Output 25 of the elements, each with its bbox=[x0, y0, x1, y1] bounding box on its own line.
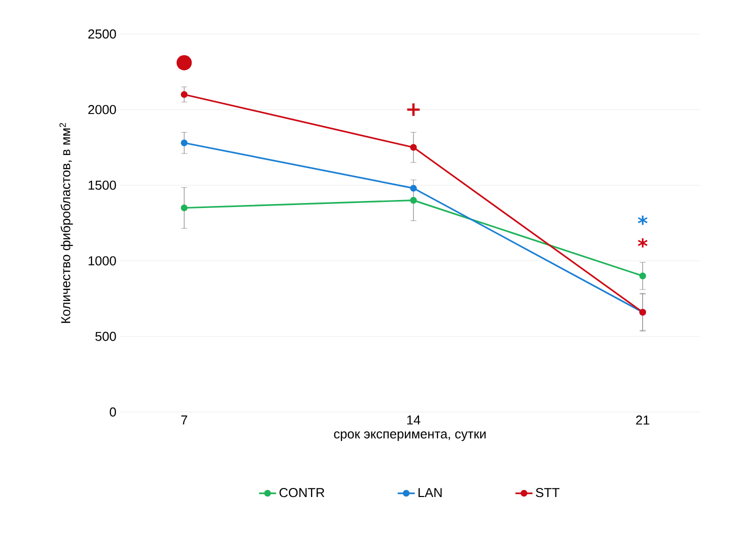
point bbox=[410, 144, 417, 151]
x-tick-label: 7 bbox=[181, 416, 188, 424]
legend-label: LAN bbox=[418, 488, 442, 497]
y-tick-label: 0 bbox=[110, 407, 116, 417]
x-tick-label: 21 bbox=[636, 416, 650, 425]
annotation: ● bbox=[176, 55, 192, 70]
point bbox=[410, 196, 417, 204]
y-tick-label: 2000 bbox=[88, 105, 116, 114]
point bbox=[410, 184, 417, 192]
point bbox=[180, 204, 188, 212]
annotation: + bbox=[407, 103, 420, 116]
legend-label: CONTR bbox=[280, 488, 324, 498]
annotation: * bbox=[638, 216, 648, 225]
y-axis-title: Количество фибробластов, в мм$^{2}$ bbox=[59, 123, 73, 323]
legend-label: STT bbox=[536, 488, 560, 498]
x-axis-title: срок эксперимента, сутки bbox=[334, 431, 486, 442]
x-tick-label: 14 bbox=[407, 416, 420, 424]
y-tick-label: 1500 bbox=[88, 180, 116, 190]
annotation: * bbox=[638, 238, 648, 248]
y-tick-label: 2500 bbox=[88, 29, 116, 39]
point bbox=[180, 139, 188, 146]
point bbox=[639, 272, 646, 280]
y-tick-label: 1000 bbox=[88, 256, 116, 266]
y-tick-label: 500 bbox=[95, 332, 116, 341]
point bbox=[180, 91, 188, 98]
